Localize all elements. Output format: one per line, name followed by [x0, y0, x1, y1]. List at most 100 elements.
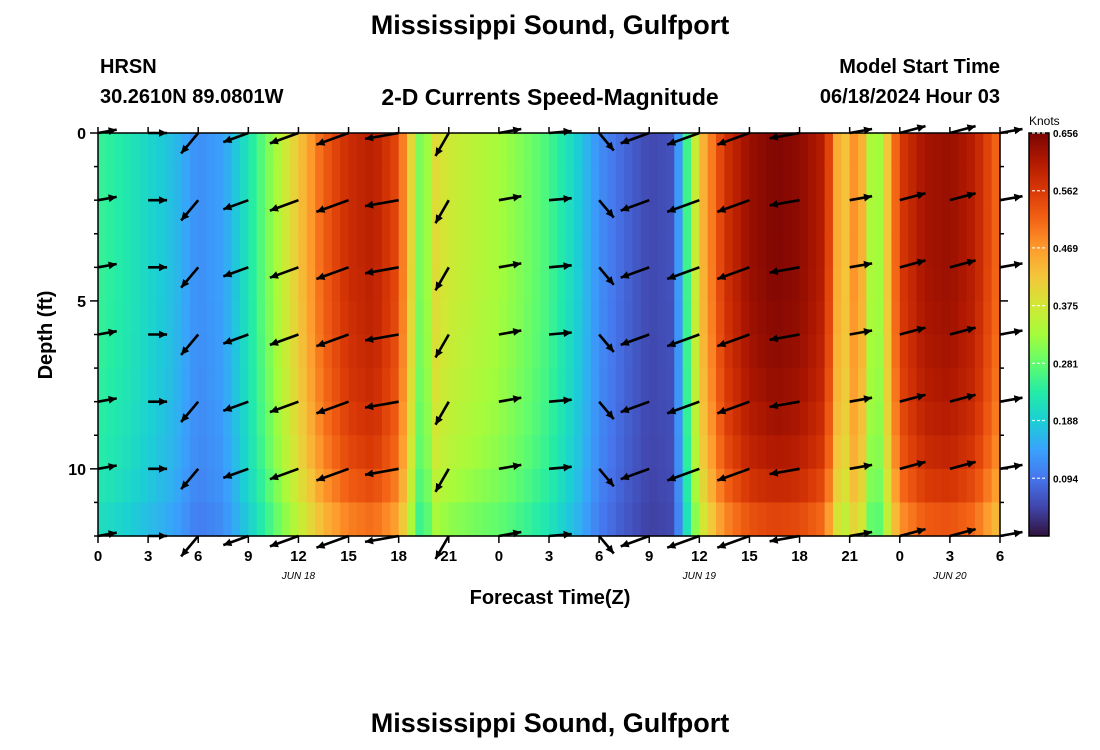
- heatmap-cell: [883, 267, 893, 302]
- current-vector: [949, 191, 976, 202]
- heatmap-cell: [724, 166, 734, 201]
- heatmap-cell: [373, 502, 383, 537]
- heatmap-cell: [632, 435, 642, 470]
- heatmap-cell: [916, 133, 926, 168]
- x-tick-label: 9: [244, 548, 252, 565]
- heatmap-cell: [866, 368, 876, 403]
- heatmap-cell: [365, 300, 375, 336]
- heatmap-cell: [490, 200, 500, 235]
- current-vector: [498, 328, 522, 336]
- heatmap-cell: [991, 435, 1001, 470]
- heatmap-cell: [766, 502, 776, 537]
- heatmap-cell: [649, 502, 659, 537]
- heatmap-cell: [231, 468, 241, 504]
- heatmap-cell: [657, 233, 667, 268]
- vector-head: [181, 211, 190, 221]
- heatmap-cell: [599, 334, 609, 369]
- x-tick-label: 0: [495, 548, 503, 565]
- heatmap-cell: [565, 267, 575, 302]
- heatmap-cell: [557, 166, 567, 201]
- vector-head: [605, 477, 614, 487]
- heatmap-cell: [498, 300, 508, 336]
- current-vector: [222, 131, 249, 144]
- x-tick-label: 6: [996, 548, 1004, 565]
- heatmap-cell: [807, 401, 817, 436]
- heatmap-cell: [473, 435, 483, 470]
- heatmap-cell: [933, 267, 943, 302]
- heatmap-cell: [933, 468, 943, 504]
- heatmap-cell: [908, 401, 918, 436]
- heatmap-cell: [281, 233, 291, 268]
- heatmap-cell: [231, 368, 241, 403]
- heatmap-cell: [958, 468, 968, 504]
- heatmap-cell: [916, 200, 926, 235]
- heatmap-cell: [832, 502, 842, 537]
- vector-head: [512, 395, 522, 403]
- vector-head: [269, 472, 279, 481]
- heatmap-cell: [674, 133, 684, 168]
- heatmap-cell: [231, 334, 241, 369]
- current-vector: [180, 132, 200, 155]
- heatmap-cell: [858, 133, 867, 168]
- heatmap-cell: [448, 200, 458, 235]
- heatmap-cell: [139, 133, 149, 168]
- heatmap-cell: [223, 401, 233, 436]
- heatmap-cell: [816, 300, 826, 336]
- heatmap-cell: [465, 300, 475, 336]
- heatmap-cell: [565, 401, 575, 436]
- heatmap-cell: [924, 267, 934, 302]
- heatmap-cell: [849, 502, 859, 537]
- vector-head: [365, 335, 374, 343]
- heatmap-cell: [515, 267, 525, 302]
- vector-head: [667, 272, 677, 280]
- heatmap-cell: [791, 502, 801, 537]
- heatmap-cell: [290, 502, 300, 537]
- heatmap-cell: [741, 200, 751, 235]
- station-coords: 30.2610N 89.0801W: [100, 86, 284, 108]
- heatmap-cell: [599, 267, 609, 302]
- colorbar-tick-label: 0.656: [1053, 129, 1078, 140]
- vector-head: [108, 194, 117, 203]
- heatmap-cell: [707, 233, 717, 268]
- heatmap-cell: [206, 334, 216, 369]
- heatmap-cell: [407, 401, 416, 436]
- heatmap-cell: [181, 368, 191, 403]
- vector-head: [620, 204, 630, 212]
- heatmap-cell: [807, 166, 817, 201]
- heatmap-cell: [540, 267, 550, 302]
- heatmap-cell: [665, 401, 675, 436]
- heatmap-cell: [290, 233, 300, 268]
- vector-head: [605, 208, 614, 218]
- heatmap-cell: [206, 368, 216, 403]
- heatmap-cell: [832, 233, 842, 268]
- heatmap-cell: [674, 368, 684, 403]
- heatmap-cell: [908, 334, 918, 369]
- heatmap-cell: [265, 401, 274, 436]
- heatmap-cell: [816, 200, 826, 235]
- current-vector: [899, 460, 926, 471]
- current-vector: [222, 266, 249, 278]
- heatmap-cell: [206, 401, 216, 436]
- heatmap-cell: [223, 200, 233, 235]
- heatmap-cell: [256, 368, 266, 403]
- heatmap-cell: [791, 166, 801, 201]
- x-tick-label: 3: [545, 548, 553, 565]
- heatmap-cell: [381, 468, 391, 504]
- vector-head: [181, 346, 190, 355]
- heatmap-cell: [891, 468, 901, 504]
- heatmap-cell: [523, 502, 533, 537]
- heatmap-cell: [949, 401, 959, 436]
- heatmap-cell: [465, 435, 475, 470]
- heatmap-cell: [148, 133, 158, 168]
- heatmap-cell: [866, 133, 876, 168]
- current-vector: [97, 395, 117, 404]
- heatmap-cell: [983, 468, 993, 504]
- heatmap-cell: [615, 133, 625, 168]
- heatmap-cell: [766, 267, 776, 302]
- current-vector: [949, 124, 976, 135]
- current-vector: [598, 400, 615, 420]
- heatmap-cell: [540, 368, 550, 403]
- vector-head: [1013, 462, 1023, 471]
- heatmap-cell: [599, 166, 609, 201]
- heatmap-cell: [315, 334, 325, 369]
